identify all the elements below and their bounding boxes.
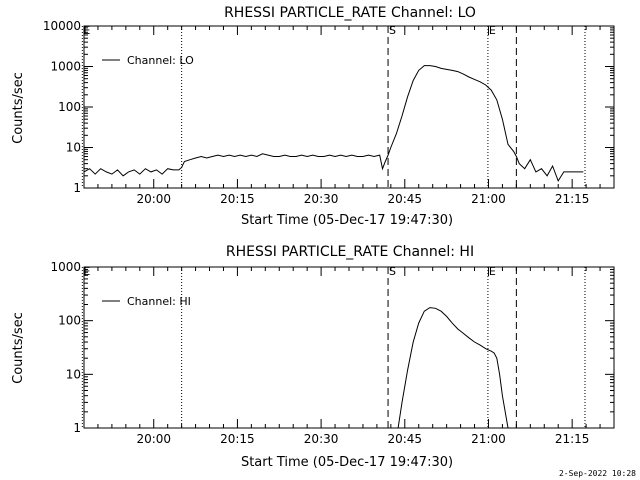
x-tick-label: 21:15 (555, 432, 590, 446)
y-axis-label: Counts/sec (11, 312, 26, 384)
x-tick-label: 21:00 (471, 432, 506, 446)
y-tick-label: 100 (58, 100, 81, 114)
event-marker-label: S (389, 265, 396, 278)
x-tick-label: 20:15 (220, 432, 255, 446)
x-tick-label: 20:00 (136, 192, 171, 206)
chart-title: RHESSI PARTICLE_RATE Channel: LO (224, 5, 476, 21)
event-marker-label: S (389, 24, 396, 37)
y-tick-label: 1000 (50, 60, 81, 74)
x-tick-label: 21:00 (471, 192, 506, 206)
timestamp-footer: 2-Sep-2022 10:28 (558, 469, 636, 478)
lo-channel-panel: RHESSI PARTICLE_RATE Channel: LO Counts/… (11, 5, 615, 228)
x-tick-label: 20:00 (136, 432, 171, 446)
legend-label: Channel: LO (127, 54, 194, 67)
event-marker-label: E (489, 24, 496, 37)
y-tick-label: 1 (73, 181, 81, 195)
series-line (397, 307, 509, 429)
plot-area: 1 10 100 1000 20:00 20:15 20:30 20:45 21:00 21:15… (50, 260, 615, 446)
plot-frame (83, 266, 615, 429)
plot-area: 1 10 100 1000 10000 20:00 20:15 20:30 20:45 21:00… (43, 19, 615, 206)
y-tick-label: 10000 (43, 19, 81, 33)
x-axis-label: Start Time (05-Dec-17 19:47:30) (241, 213, 453, 228)
y-tick-label: 10 (66, 367, 81, 381)
y-axis-label: Counts/sec (11, 72, 26, 144)
x-tick-label: 20:30 (304, 192, 339, 206)
series-line (83, 65, 584, 183)
event-marker-label: E (83, 265, 90, 278)
y-tick-label: 1000 (50, 260, 81, 274)
hi-channel-panel: RHESSI PARTICLE_RATE Channel: HI Counts/… (11, 244, 615, 470)
x-tick-label: 20:15 (220, 192, 255, 206)
x-tick-label: 20:45 (387, 432, 422, 446)
x-tick-label: 21:15 (555, 192, 590, 206)
chart-title: RHESSI PARTICLE_RATE Channel: HI (226, 244, 474, 260)
x-tick-label: 20:45 (387, 192, 422, 206)
y-tick-label: 1 (73, 421, 81, 435)
legend-label: Channel: HI (127, 295, 191, 308)
y-tick-label: 10 (66, 141, 81, 155)
plot-frame (83, 25, 615, 189)
x-tick-label: 20:30 (304, 432, 339, 446)
y-tick-label: 100 (58, 314, 81, 328)
event-marker-label: E (83, 24, 90, 37)
x-axis-label: Start Time (05-Dec-17 19:47:30) (241, 455, 453, 470)
event-marker-label: E (489, 265, 496, 278)
